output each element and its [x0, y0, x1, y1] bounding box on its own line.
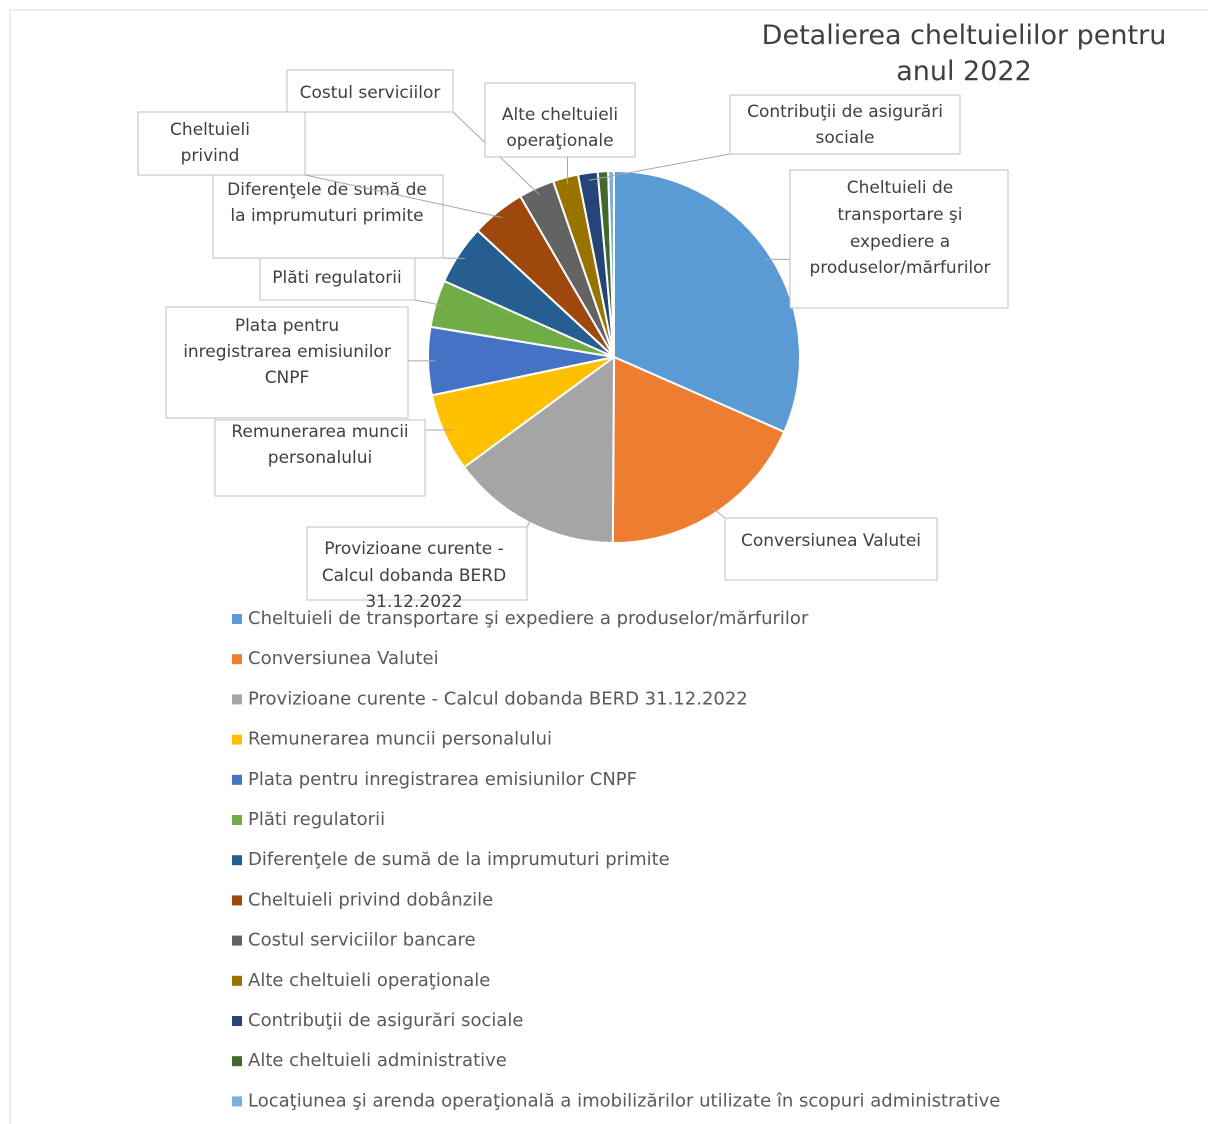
legend-label: Plata pentru inregistrarea emisiunilor C… [248, 769, 637, 790]
legend-label: Plăti regulatorii [248, 809, 385, 830]
callout-box [484, 82, 636, 158]
legend-swatch [232, 935, 242, 946]
data-label: Calcul dobanda BERD [322, 566, 506, 586]
callout-box [214, 419, 426, 497]
callout-box [259, 257, 416, 301]
data-label: privind [181, 146, 240, 166]
data-label: Diferenţele de sumă de [227, 180, 427, 200]
callout-box [729, 94, 961, 155]
data-label: inregistrarea emisiunilor [183, 342, 391, 362]
pie-slice [611, 355, 786, 544]
data-label: sociale [816, 128, 875, 148]
chart-frame [9, 9, 1208, 1124]
callout-box [724, 517, 938, 581]
data-label: personalului [268, 448, 372, 468]
data-label: produselor/mărfurilor [809, 258, 990, 278]
data-label: expediere a [850, 232, 950, 252]
data-label: Conversiunea Valutei [741, 531, 921, 551]
legend-label: Remunerarea muncii personalului [248, 729, 552, 750]
legend-swatch [232, 975, 242, 986]
data-label: operaţionale [506, 131, 613, 151]
leader-line [710, 506, 726, 519]
legend-label: Cheltuieli privind dobânzile [248, 889, 493, 910]
callout-box [212, 174, 444, 259]
legend-label: Diferenţele de sumă de la imprumuturi pr… [248, 849, 670, 870]
leader-line [414, 299, 444, 307]
pie-slice [613, 169, 801, 434]
legend-swatch [232, 654, 242, 665]
legend-swatch [232, 694, 242, 705]
legend-swatch [232, 1096, 242, 1107]
pie-slice [607, 169, 615, 358]
legend-swatch [232, 614, 242, 624]
data-label: Alte cheltuieli [502, 105, 618, 125]
legend-label: Cheltuieli de transportare şi expediere … [248, 608, 809, 629]
data-label: Remunerarea muncii [231, 422, 408, 442]
data-label: la imprumuturi primite [230, 206, 423, 226]
data-label: Plata pentru [235, 316, 339, 336]
legend-swatch [232, 1016, 242, 1026]
legend-swatch [232, 1056, 242, 1067]
legend-swatch [232, 855, 242, 866]
callout-box [789, 169, 1009, 309]
leader-line [588, 153, 731, 181]
data-label: Cheltuieli [170, 120, 250, 140]
callout-box [306, 526, 528, 601]
legend-swatch [232, 774, 242, 785]
legend-label: Alte cheltuieli operaţionale [248, 970, 490, 991]
callout-box [165, 306, 409, 419]
legend-swatch [232, 734, 242, 745]
data-label: transportare şi [837, 205, 962, 225]
legend-swatch [232, 895, 242, 906]
chart-title: Detalierea cheltuielilor pentru anul 202… [761, 20, 1167, 87]
legend-label: Contribuţii de asigurări sociale [248, 1010, 523, 1031]
data-label: Contribuţii de asigurări [747, 102, 943, 122]
data-label: Provizioane curente - [324, 539, 504, 559]
callout-box [286, 69, 454, 113]
leader-line [304, 174, 503, 219]
legend-label: Provizioane curente - Calcul dobanda BER… [248, 688, 748, 709]
leader-line [526, 515, 534, 528]
legend-swatch [232, 815, 242, 825]
callout-box [137, 111, 306, 176]
legend-label: Costul serviciilor bancare [248, 930, 476, 951]
data-label: 31.12.2022 [365, 592, 462, 612]
legend-label: Alte cheltuieli administrative [248, 1050, 507, 1071]
data-label: CNPF [265, 368, 310, 388]
data-label: Costul serviciilor [300, 83, 441, 103]
data-label: Plăti regulatorii [272, 268, 401, 288]
data-label: Cheltuieli de [847, 178, 954, 198]
legend-label: Conversiunea Valutei [248, 648, 439, 669]
legend-label: Locaţiunea şi arenda operaţională a imob… [248, 1090, 1000, 1111]
